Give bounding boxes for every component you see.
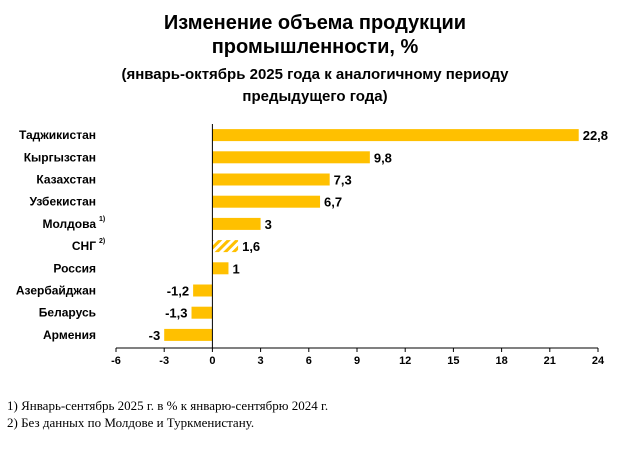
x-tick-label: 21 [544,355,556,367]
bar [193,284,213,297]
value-label: 6,7 [324,195,342,210]
category-label: Казахстан [36,173,96,187]
x-tick-label: 6 [306,355,312,367]
bar [212,240,239,253]
chart-title-line2: промышленности, % [211,36,419,58]
category-label: Армения [43,328,96,342]
footnote-2: 2) Без данных по Молдове и Туркменистану… [7,415,255,430]
value-label: 1,6 [242,239,260,254]
value-label: 9,8 [374,150,392,165]
x-tick-label: 3 [258,355,264,367]
bar [212,173,330,186]
x-tick-label: -6 [111,355,121,367]
category-label: Беларусь [39,306,96,320]
category-superscript: 1) [99,216,105,223]
bars-group [164,129,579,341]
bar [164,328,213,341]
value-label: -1,2 [167,284,189,299]
value-label: 7,3 [334,173,352,188]
category-label: СНГ [72,239,96,253]
footnote-1: 1) Январь-сентябрь 2025 г. в % к январю-… [7,398,329,413]
chart-subtitle-line2: предыдущего года) [242,88,388,105]
category-label: Таджикистан [19,128,96,142]
category-superscript: 2) [99,238,105,245]
bar [212,217,261,230]
category-label: Узбекистан [30,195,96,209]
x-tick-label: 9 [354,355,360,367]
x-tick-label: -3 [159,355,169,367]
bar [191,306,213,319]
x-tick-label: 12 [399,355,411,367]
bar [212,129,579,142]
x-tick-label: 18 [495,355,507,367]
value-label: -3 [149,328,161,343]
x-tick-label: 15 [447,355,459,367]
chart-subtitle: (январь-октябрь 2025 года к аналогичному… [121,66,509,83]
x-axis: -6 -3 0 3 6 9 12 15 18 21 24 [111,124,605,367]
value-label: 3 [265,217,272,232]
chart-title: Изменение объема продукции [163,12,467,34]
bar [212,151,370,164]
value-label: 22,8 [583,128,608,143]
category-label: Россия [53,261,96,275]
value-labels: 22,8 9,8 7,3 6,7 3 1,61 -1,2 -1,3 -3 [149,128,608,343]
category-label: Азербайджан [16,284,96,298]
category-label: Кыргызстан [24,150,96,164]
x-tick-label: 0 [209,355,215,367]
x-tick-label: 24 [592,355,605,367]
category-label: Молдова [43,217,97,231]
value-label: -1,3 [165,306,187,321]
category-labels: Таджикистан Кыргызстан Казахстан Узбекистан… [16,128,105,342]
bar [212,262,229,275]
value-label: 1 [232,261,239,276]
bar [212,195,321,208]
